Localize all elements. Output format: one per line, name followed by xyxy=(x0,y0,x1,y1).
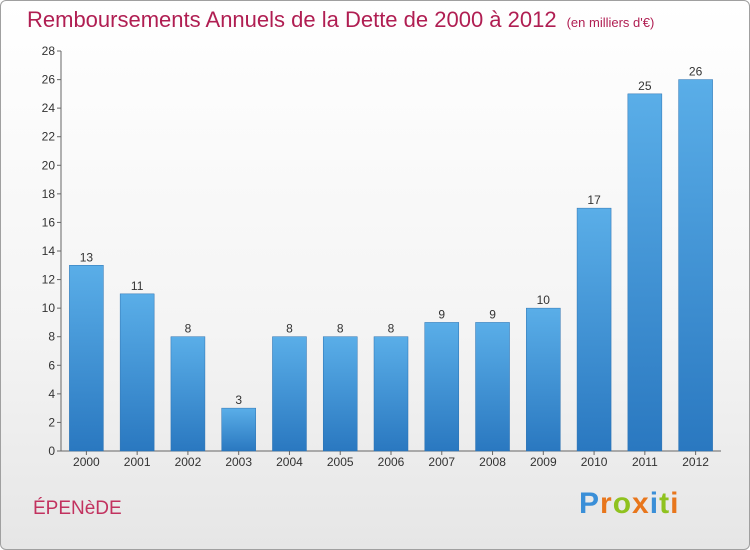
bar-value-label: 25 xyxy=(638,79,652,93)
bar-value-label: 26 xyxy=(689,65,703,79)
x-tick-label: 2008 xyxy=(479,455,506,469)
commune-name: ÉPENèDE xyxy=(33,498,122,519)
bar xyxy=(272,336,307,452)
bar xyxy=(170,336,206,452)
x-tick-label: 2009 xyxy=(530,455,557,469)
bar xyxy=(424,322,460,452)
bar xyxy=(69,265,104,452)
bar-value-label: 13 xyxy=(80,250,94,264)
chart-subtitle: (en milliers d'€) xyxy=(566,15,655,30)
y-tick-label: 16 xyxy=(42,215,56,229)
y-tick-label: 24 xyxy=(42,101,56,115)
y-tick-label: 14 xyxy=(42,244,56,258)
x-tick-label: 2012 xyxy=(682,455,709,469)
bar-value-label: 11 xyxy=(131,279,144,293)
y-tick-label: 26 xyxy=(42,73,56,87)
logo-letter: i xyxy=(670,487,680,520)
x-tick-label: 2004 xyxy=(276,455,303,469)
y-tick-label: 18 xyxy=(42,187,56,201)
y-tick-label: 20 xyxy=(42,158,56,172)
x-tick-label: 2011 xyxy=(632,455,658,469)
x-tick-label: 2005 xyxy=(327,455,354,469)
logo-letter: x xyxy=(632,487,650,520)
bar-value-label: 3 xyxy=(235,393,242,407)
bar-value-label: 8 xyxy=(286,322,293,336)
y-tick-label: 10 xyxy=(42,301,56,315)
y-tick-label: 8 xyxy=(48,330,55,344)
bar xyxy=(475,322,510,452)
bar xyxy=(221,407,256,452)
chart-title-text: Remboursements Annuels de la Dette de 20… xyxy=(27,7,557,32)
bar-value-label: 10 xyxy=(537,293,551,307)
y-tick-label: 6 xyxy=(48,358,55,372)
chart-title: Remboursements Annuels de la Dette de 20… xyxy=(27,7,654,33)
bar-value-label: 17 xyxy=(587,193,601,207)
logo-letter: i xyxy=(649,487,660,520)
y-tick-label: 12 xyxy=(42,273,56,287)
bar xyxy=(373,336,409,452)
y-tick-label: 4 xyxy=(48,387,55,401)
bar-value-label: 8 xyxy=(185,322,192,336)
bar xyxy=(322,336,358,452)
x-tick-label: 2002 xyxy=(175,455,202,469)
y-tick-label: 28 xyxy=(42,44,56,58)
y-tick-label: 22 xyxy=(42,130,56,144)
proxiti-logo: Proxiti xyxy=(579,487,679,521)
bar-value-label: 9 xyxy=(438,307,445,321)
x-tick-label: 2007 xyxy=(428,455,455,469)
logo-letter: t xyxy=(659,487,671,520)
bar xyxy=(678,79,713,452)
bar xyxy=(119,293,155,452)
bar xyxy=(576,207,612,452)
x-tick-label: 2003 xyxy=(225,455,252,469)
x-tick-label: 2000 xyxy=(73,455,100,469)
bar xyxy=(526,307,561,452)
bar-value-label: 9 xyxy=(489,307,496,321)
y-tick-label: 0 xyxy=(48,444,55,458)
x-tick-label: 2006 xyxy=(378,455,405,469)
logo-letter: r xyxy=(600,487,613,520)
bar-value-label: 8 xyxy=(337,322,344,336)
x-tick-label: 2010 xyxy=(581,455,608,469)
logo-letter: o xyxy=(612,487,633,520)
y-tick-label: 2 xyxy=(48,415,55,429)
bar xyxy=(627,93,663,452)
x-tick-label: 2001 xyxy=(124,455,151,469)
bar-value-label: 8 xyxy=(388,322,395,336)
logo-letter: P xyxy=(579,487,601,520)
